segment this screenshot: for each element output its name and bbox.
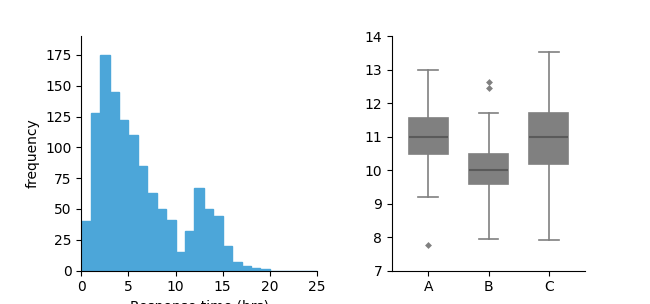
Bar	[251, 268, 261, 271]
PathPatch shape	[469, 154, 508, 184]
Bar	[157, 209, 166, 271]
Bar	[110, 92, 119, 271]
Bar	[232, 262, 242, 271]
Y-axis label: frequency: frequency	[25, 119, 40, 188]
Bar	[176, 252, 185, 271]
Bar	[148, 193, 157, 271]
Bar	[166, 220, 176, 271]
Bar	[185, 231, 194, 271]
Bar	[242, 266, 251, 271]
Bar	[213, 216, 223, 271]
PathPatch shape	[409, 119, 448, 154]
Bar	[129, 135, 138, 271]
PathPatch shape	[529, 113, 568, 164]
Bar	[261, 269, 270, 271]
Bar	[100, 55, 110, 271]
Bar	[138, 166, 148, 271]
Bar	[204, 209, 213, 271]
Bar	[223, 246, 232, 271]
Bar	[194, 188, 204, 271]
Bar	[81, 221, 91, 271]
Bar	[119, 120, 129, 271]
Bar	[91, 113, 100, 271]
X-axis label: Response time (hrs): Response time (hrs)	[129, 300, 268, 304]
